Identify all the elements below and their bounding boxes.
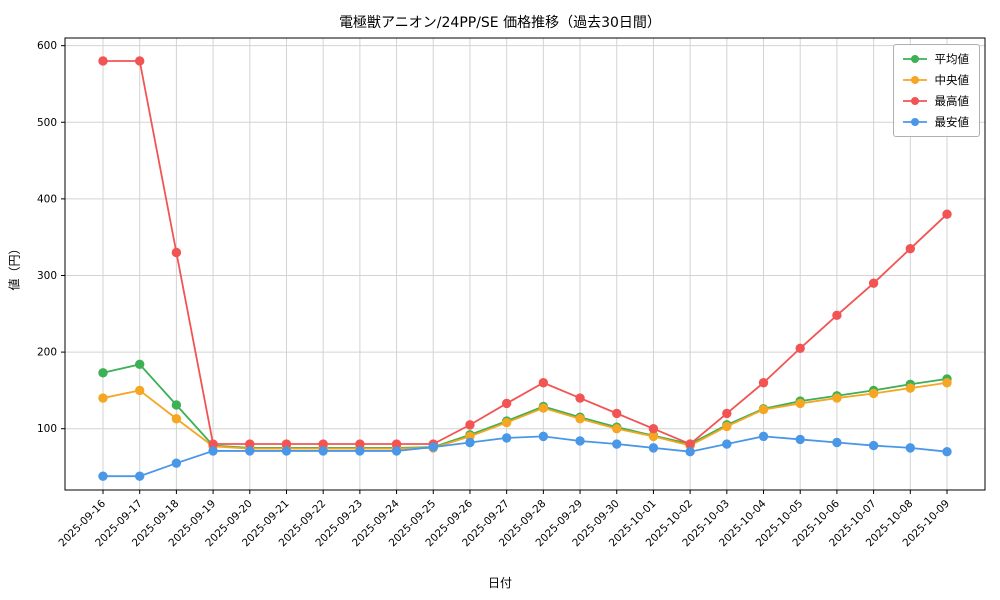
- data-point: [905, 443, 916, 453]
- x-axis-label: 日付: [487, 576, 512, 590]
- data-point: [575, 436, 585, 446]
- data-point: [832, 310, 842, 321]
- data-point: [795, 343, 805, 353]
- series-line: [103, 60, 948, 446]
- data-point: [98, 56, 108, 66]
- y-tick-label: 400: [37, 193, 57, 205]
- y-tick-label: 600: [37, 40, 57, 52]
- legend-item: 最高値: [902, 93, 970, 109]
- legend-label: 最安値: [934, 115, 970, 129]
- legend-marker-icon: [902, 97, 927, 105]
- y-tick-label: 200: [37, 347, 57, 359]
- legend-label: 平均値: [934, 52, 970, 66]
- data-point: [391, 446, 402, 456]
- data-point: [171, 458, 182, 468]
- plot-area: [65, 38, 985, 490]
- data-point: [538, 403, 549, 413]
- data-point: [98, 393, 108, 403]
- legend-item: 中央値: [902, 72, 970, 88]
- data-point: [171, 247, 182, 258]
- data-point: [575, 393, 585, 403]
- data-point: [465, 420, 475, 430]
- data-point: [612, 408, 622, 419]
- plot-border: [64, 37, 986, 491]
- data-point: [171, 400, 182, 410]
- data-point: [648, 443, 659, 453]
- data-point: [722, 439, 732, 449]
- data-point: [868, 278, 879, 288]
- data-point: [942, 209, 952, 219]
- data-point: [868, 388, 879, 399]
- data-point: [538, 378, 549, 388]
- data-point: [171, 414, 182, 424]
- data-point: [868, 440, 879, 451]
- data-point: [832, 393, 842, 403]
- data-point: [758, 404, 769, 415]
- data-point: [795, 434, 805, 445]
- data-point: [942, 378, 952, 388]
- data-point: [722, 421, 732, 432]
- data-point: [538, 431, 549, 442]
- y-tick-label: 100: [37, 423, 57, 435]
- data-point: [98, 471, 108, 481]
- data-point: [685, 446, 695, 457]
- legend-label: 最高値: [934, 94, 970, 108]
- y-tick-label: 500: [37, 117, 57, 129]
- data-point: [685, 439, 695, 449]
- data-point: [134, 471, 145, 481]
- data-point: [575, 414, 585, 424]
- data-point: [648, 424, 659, 434]
- data-point: [134, 56, 145, 66]
- data-point: [134, 385, 145, 396]
- data-point: [428, 442, 438, 452]
- data-point: [245, 446, 255, 456]
- chart-title: 電極獣アニオン/24PP/SE 価格推移（過去30日間）: [339, 15, 661, 31]
- chart-legend: 平均値中央値最高値最安値: [892, 44, 980, 137]
- data-point: [905, 243, 916, 254]
- legend-item: 最安値: [902, 114, 970, 130]
- data-point: [465, 437, 475, 448]
- legend-marker-icon: [902, 55, 927, 63]
- data-point: [795, 398, 805, 409]
- data-point: [758, 378, 769, 388]
- series-line: [102, 381, 948, 450]
- data-point: [355, 446, 365, 456]
- data-point: [758, 431, 769, 442]
- legend-item: 平均値: [902, 51, 970, 67]
- legend-label: 中央値: [934, 73, 970, 87]
- data-point: [722, 408, 732, 419]
- data-point: [501, 433, 512, 443]
- legend-marker-icon: [902, 76, 927, 84]
- data-point: [208, 446, 218, 456]
- series-line: [103, 435, 948, 478]
- data-point: [134, 359, 145, 370]
- data-point: [98, 368, 108, 378]
- data-point: [612, 439, 622, 449]
- data-point: [318, 446, 328, 456]
- data-point: [905, 383, 916, 393]
- data-point: [832, 437, 842, 448]
- data-point: [281, 446, 292, 456]
- data-point: [612, 424, 622, 434]
- data-point: [648, 431, 659, 442]
- y-tick-label: 300: [37, 270, 57, 282]
- data-point: [501, 398, 512, 409]
- data-point: [942, 446, 952, 457]
- legend-marker-icon: [902, 118, 927, 126]
- data-point: [501, 417, 512, 428]
